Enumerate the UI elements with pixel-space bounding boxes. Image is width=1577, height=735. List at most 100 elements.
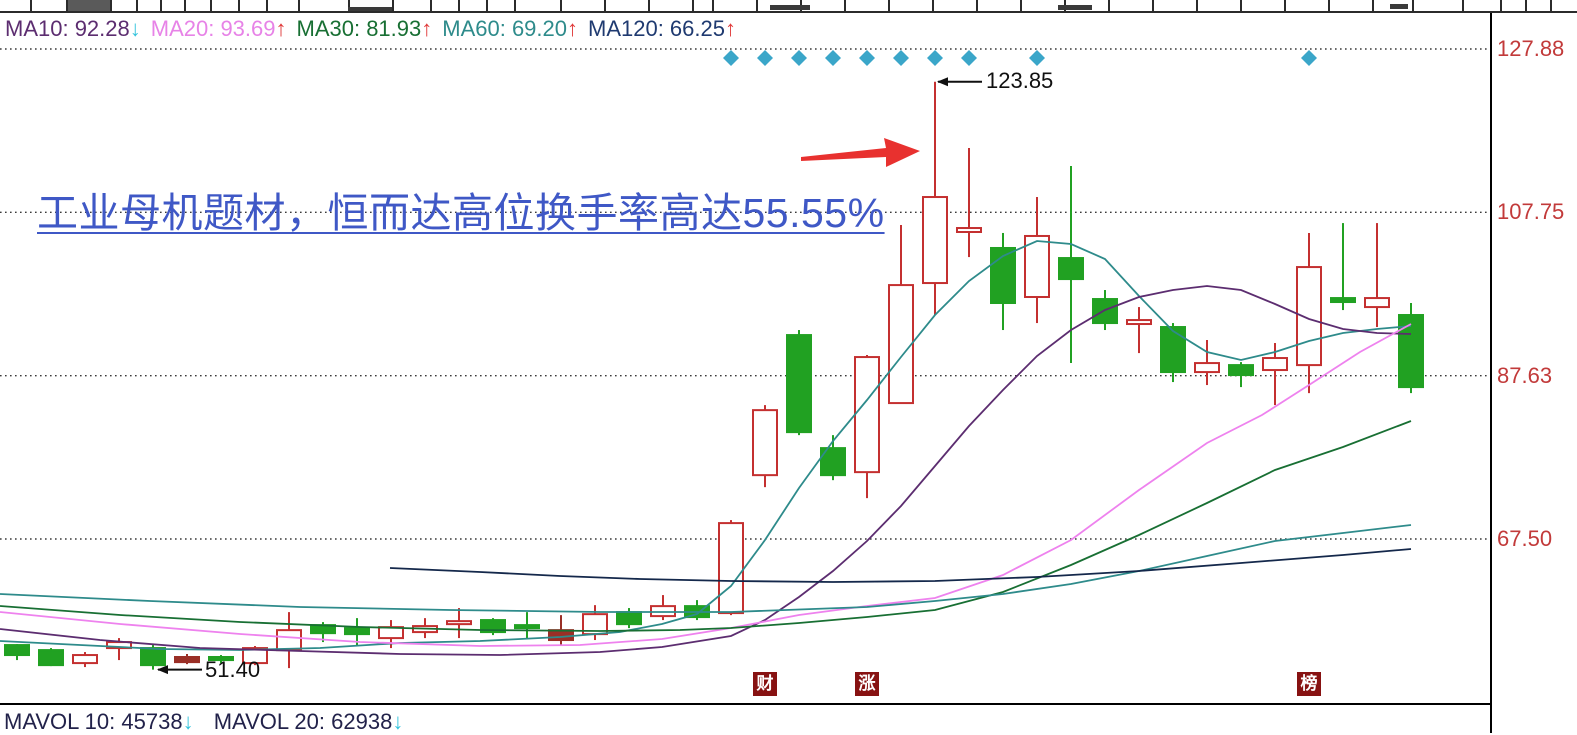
tab-divider [1240, 0, 1242, 11]
low-price-label: 51.40 [205, 657, 261, 682]
tab-divider [1284, 0, 1286, 11]
up-arrow-icon: ↑ [275, 16, 287, 41]
tab-label-stub [770, 5, 810, 10]
candle[interactable] [752, 409, 778, 477]
candle[interactable] [1330, 297, 1356, 304]
down-arrow-icon: ↓ [392, 709, 404, 734]
candle[interactable] [1126, 319, 1152, 326]
signal-diamond-icon [791, 50, 807, 66]
mavol20-value: 62938 [331, 709, 393, 734]
signal-diamond-icon [859, 50, 875, 66]
ma-legend-text: MA20: 93.69 [150, 16, 276, 41]
ma-line-ma20 [0, 323, 1412, 647]
ma-line-ma30 [0, 420, 1412, 632]
active-tab-stub[interactable] [66, 0, 110, 11]
tab-divider [30, 0, 32, 11]
left-arrow-icon [937, 77, 948, 87]
event-tag-财[interactable]: 财 [753, 672, 777, 696]
candle[interactable] [956, 227, 982, 233]
candle[interactable] [854, 356, 880, 474]
candle[interactable] [276, 629, 302, 652]
candle[interactable] [242, 647, 268, 665]
red-arrow-annotation [801, 138, 920, 167]
candle[interactable] [1364, 297, 1390, 309]
candle[interactable] [446, 620, 472, 626]
tab-divider [430, 0, 432, 11]
candle[interactable] [4, 644, 30, 657]
tab-divider [458, 0, 460, 11]
mavol20-label: MAVOL 20: [213, 709, 325, 734]
tab-divider [692, 0, 694, 11]
candle[interactable] [514, 624, 540, 630]
down-arrow-icon: ↓ [129, 16, 141, 41]
tab-divider [712, 0, 714, 11]
event-tag-榜[interactable]: 榜 [1297, 672, 1321, 696]
tab-divider [392, 0, 394, 11]
tab-divider [1500, 0, 1502, 11]
tab-divider [238, 0, 240, 11]
signal-diamond-icon [1301, 50, 1317, 66]
tab-divider [298, 0, 300, 11]
candle[interactable] [820, 447, 846, 477]
left-arrow-icon [157, 665, 168, 675]
tab-divider [1525, 0, 1527, 11]
mavol10-label: MAVOL 10: [4, 709, 116, 734]
candle[interactable] [140, 647, 166, 667]
candle[interactable] [1296, 266, 1322, 367]
tab-divider [1020, 0, 1022, 11]
mavol10-item: MAVOL 10: 45738↓ [4, 709, 194, 734]
candle[interactable] [990, 246, 1016, 305]
event-tag-涨[interactable]: 涨 [855, 672, 879, 696]
tab-label-stub [1390, 4, 1408, 9]
candle[interactable] [1228, 364, 1254, 377]
candle[interactable] [1160, 326, 1186, 374]
signal-diamond-icon [1029, 50, 1045, 66]
tab-divider [560, 0, 562, 11]
tab-divider [1196, 0, 1198, 11]
candle[interactable] [38, 649, 64, 667]
ma-legend-text: MA30: 81.93 [296, 16, 422, 41]
ma-legend-text: MA120: 66.25 [588, 16, 725, 41]
peak-price-label: 123.85 [986, 68, 1054, 93]
tab-label-stub [1058, 5, 1092, 10]
candle[interactable] [1398, 314, 1424, 389]
ma-legend: MA10: 92.28↓ MA20: 93.69↑ MA30: 81.93↑ MA60… [5, 16, 746, 42]
candle[interactable] [718, 522, 744, 615]
up-arrow-icon: ↑ [421, 16, 433, 41]
price-axis-label: 107.75 [1497, 199, 1565, 225]
tab-divider [486, 0, 488, 11]
candle[interactable] [1058, 257, 1084, 281]
tab-divider [66, 0, 68, 11]
tab-divider [1108, 0, 1110, 11]
ma-legend-text: MA60: 69.20 [442, 16, 567, 41]
tab-divider [1328, 0, 1330, 11]
candle[interactable] [922, 196, 948, 285]
candle[interactable] [1194, 362, 1220, 374]
candle[interactable] [1262, 357, 1288, 372]
ma-line-ma10 [0, 285, 1412, 656]
tab-divider [932, 0, 934, 11]
ma-line-ma5 [0, 240, 1412, 651]
tab-divider [184, 0, 186, 11]
candle[interactable] [174, 655, 200, 664]
candle[interactable] [786, 334, 812, 434]
candle[interactable] [1024, 234, 1050, 299]
candle[interactable] [208, 655, 234, 662]
candle[interactable] [480, 619, 506, 634]
price-axis-label: 127.88 [1497, 36, 1565, 61]
tab-divider [604, 0, 606, 11]
tab-label-stub [348, 7, 392, 11]
ma-legend-text: MA10: 92.28 [5, 16, 130, 41]
ma-legend-item: MA20: 93.69↑ [151, 16, 287, 41]
candle[interactable] [344, 627, 370, 636]
candle[interactable] [616, 611, 642, 626]
candle[interactable] [72, 654, 98, 665]
tab-divider [844, 0, 846, 11]
ma-legend-item: MA10: 92.28↓ [5, 16, 141, 41]
top-toolbar[interactable] [0, 0, 1577, 13]
candle[interactable] [888, 284, 914, 405]
ma-legend-item: MA60: 69.20↑ [442, 16, 578, 41]
tab-divider [648, 0, 650, 11]
